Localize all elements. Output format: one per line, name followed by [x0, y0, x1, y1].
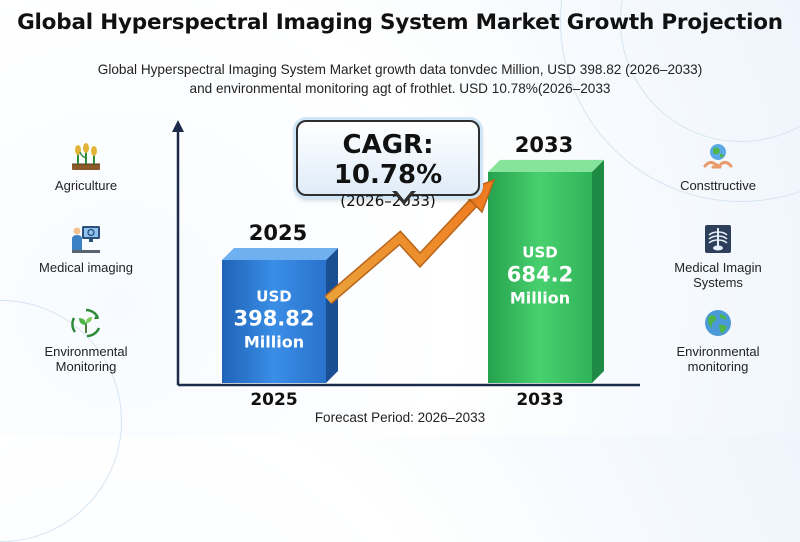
- bar-value-label: 684.2: [507, 262, 573, 286]
- right-item-constructive: Consttructive: [648, 140, 788, 193]
- right-item-label: Medical Imagin Systems: [674, 260, 762, 290]
- right-item-label: Consttructive: [680, 178, 756, 193]
- bar-2025: [222, 259, 326, 383]
- bars-group: 2025USD398.82Million20252033USD684.2Mill…: [222, 133, 604, 410]
- bar-value-label: USD: [522, 243, 557, 261]
- growth-arrow: [324, 178, 496, 305]
- cagr-callout: CAGR: 10.78% (2026–2033): [296, 120, 480, 210]
- chart-axes: [172, 120, 640, 387]
- bar-value-label: 398.82: [233, 306, 314, 330]
- subtitle-line-1: Global Hyperspectral Imaging System Mark…: [97, 62, 703, 77]
- left-item-label: Medical imaging: [39, 260, 133, 275]
- left-item-medical-imaging: Medical imaging: [16, 222, 156, 275]
- bar-value-label: Million: [510, 288, 570, 307]
- cagr-value: CAGR: 10.78%: [333, 130, 443, 190]
- cagr-period: (2026–2033): [340, 192, 436, 210]
- subtitle-line-2: and environmental monitoring agt of frot…: [189, 81, 611, 96]
- y-axis-arrowhead: [172, 120, 184, 132]
- left-item-environmental-monitoring: Environmental Monitoring: [16, 306, 156, 374]
- bar-value-label: USD: [256, 287, 291, 305]
- crops-icon: [72, 143, 100, 170]
- page-subtitle: Global Hyperspectral Imaging System Mark…: [0, 60, 800, 98]
- x-tick-label: 2025: [250, 390, 297, 410]
- left-item-agriculture: Agriculture: [16, 140, 156, 193]
- xray-icon: [705, 225, 731, 253]
- hands-earth-icon: [703, 144, 733, 169]
- page-title: Global Hyperspectral Imaging System Mark…: [17, 10, 783, 35]
- bar-top-label: 2025: [249, 221, 307, 245]
- growth-arrow-line: [325, 195, 481, 303]
- bar-value-label: Million: [244, 332, 304, 351]
- left-item-label: Environmental Monitoring: [44, 344, 128, 374]
- eco-recycle-icon: [71, 308, 101, 338]
- bar-side-2025: [326, 247, 338, 383]
- right-item-label: Environmental monitoring: [676, 344, 760, 374]
- bar-chart: 2025USD398.82Million20252033USD684.2Mill…: [172, 120, 640, 410]
- left-item-label: Agriculture: [54, 178, 118, 193]
- bar-top-label: 2033: [515, 133, 573, 157]
- bar-side-2033: [592, 159, 604, 383]
- x-tick-label: 2033: [516, 390, 563, 410]
- bar-2033: [488, 171, 592, 383]
- bar-top-2033: [488, 159, 604, 172]
- medical-imaging-icon: [72, 226, 100, 253]
- globe-icon: [705, 310, 731, 336]
- callout-tail-inner: [395, 189, 413, 200]
- bar-top-2025: [222, 247, 338, 260]
- right-item-medical-imaging-systems: Medical Imagin Systems: [648, 222, 788, 290]
- right-item-environmental-monitoring: Environmental monitoring: [648, 306, 788, 374]
- forecast-period: Forecast Period: 2026–2033: [314, 410, 486, 425]
